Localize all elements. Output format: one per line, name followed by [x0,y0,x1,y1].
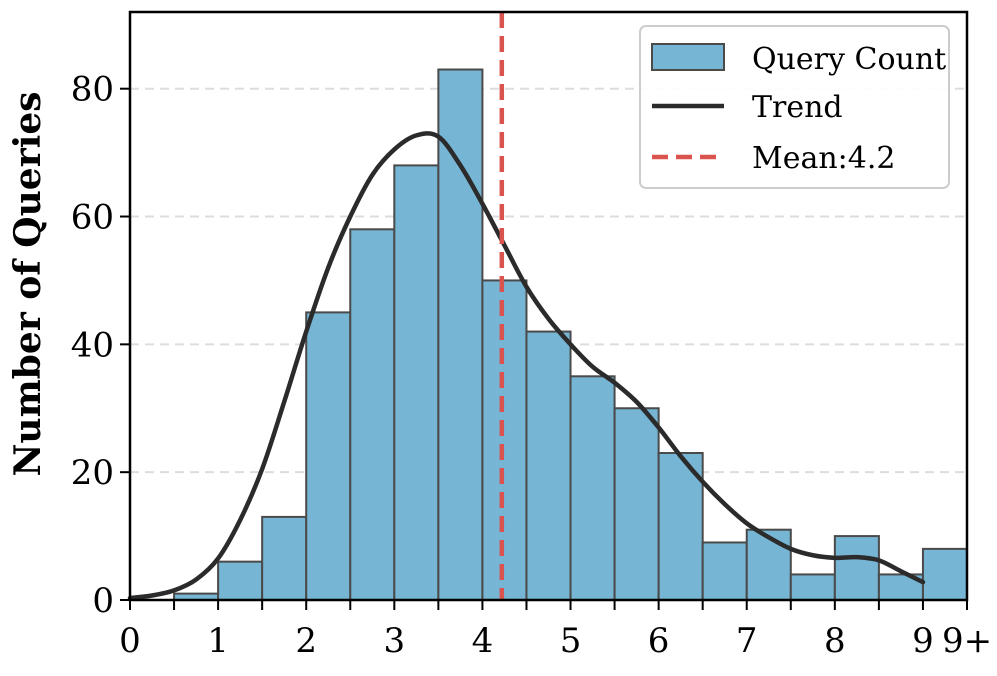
x-tick-label: 8 [824,621,846,661]
axes-frame [128,10,969,602]
histogram-bar [217,560,264,601]
histogram-bar [393,164,440,602]
y-tick-label: 40 [71,325,114,365]
legend-label: Trend [752,90,843,125]
legend-label: Query Count [752,42,946,77]
histogram-bar [261,515,308,601]
y-tick-label: 20 [71,453,114,493]
x-tick-label: 9+ [942,621,992,661]
x-tick-label: 3 [383,621,405,661]
histogram-bar [701,541,748,602]
y-tick-label: 60 [71,198,114,238]
histogram-bar [525,330,572,601]
histogram-bar [657,452,704,601]
histogram-bar [921,547,969,602]
x-tick-label: 6 [648,621,670,661]
histogram-bar [437,68,484,602]
x-tick-label: 5 [560,621,582,661]
trend-layer [127,131,926,601]
y-axis-label: Number of Queries [7,91,49,476]
legend-label: Mean:4.2 [752,141,896,176]
histogram-bar [789,573,836,601]
y-tick-label: 0 [92,581,114,621]
histogram-bar [833,535,880,602]
histogram-bar [569,375,616,601]
x-tick-label: 2 [295,621,317,661]
x-tick-label: 0 [119,621,141,661]
histogram-bar [613,407,660,601]
histogram-bar [305,311,352,601]
x-tick-label: 9 [912,621,934,661]
y-tick-label: 80 [71,70,114,110]
x-ticks: 0 1 2 3 4 5 6 7 8 9 9+ [119,600,992,661]
histogram-bar [745,528,792,602]
y-ticks: 0 20 40 60 80 [71,70,130,621]
x-tick-label: 7 [736,621,758,661]
bars-layer [173,68,969,602]
histogram-bar [481,279,528,601]
histogram-bar [349,228,396,601]
x-tick-label: 1 [207,621,229,661]
legend: Query Count Trend Mean:4.2 [639,25,950,189]
legend-swatch-bar [651,43,725,71]
x-tick-label: 4 [472,621,494,661]
trend-line [127,131,926,601]
